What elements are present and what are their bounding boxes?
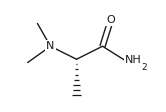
Text: N: N bbox=[46, 41, 55, 51]
Text: 2: 2 bbox=[142, 63, 147, 72]
Text: O: O bbox=[106, 15, 115, 25]
Text: NH: NH bbox=[124, 55, 141, 65]
